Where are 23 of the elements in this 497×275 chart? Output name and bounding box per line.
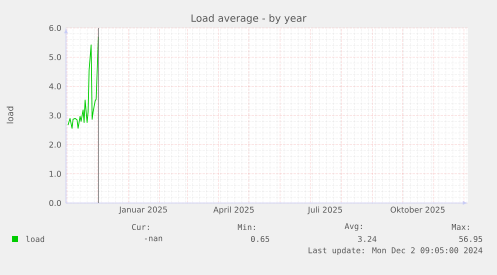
text: Avg:	[344, 223, 362, 231]
y-tick-label: 0.0	[49, 200, 61, 206]
x-tick-label: April 2025	[213, 206, 254, 214]
text: Min:	[238, 224, 255, 230]
y-tick-label: 5.0	[49, 54, 61, 60]
text: Cur:	[132, 224, 149, 230]
chart-title: Load average - by year	[192, 14, 306, 24]
y-tick-label: 1.0	[50, 170, 61, 177]
text: 3.24	[358, 236, 376, 242]
y-tick-label: 4.0	[49, 83, 61, 90]
legend-label: load	[26, 236, 44, 242]
x-tick-label: Juli 2025	[307, 206, 342, 214]
y-tick-label: 3.0	[49, 112, 61, 119]
text: 0.65	[251, 236, 270, 242]
text: -nan	[144, 236, 162, 242]
text: 56.95	[459, 236, 482, 242]
text: Last update: Mon Dec 2 09:05:00 2024	[308, 247, 482, 255]
y-tick-label: 6.0	[49, 24, 61, 32]
y-tick-label: 2.0	[49, 142, 61, 148]
x-tick-label: Januar 2025	[118, 206, 167, 214]
x-tick-label: Oktober 2025	[390, 206, 445, 213]
text: Max:	[452, 224, 469, 230]
y-axis-title: load	[6, 106, 14, 124]
